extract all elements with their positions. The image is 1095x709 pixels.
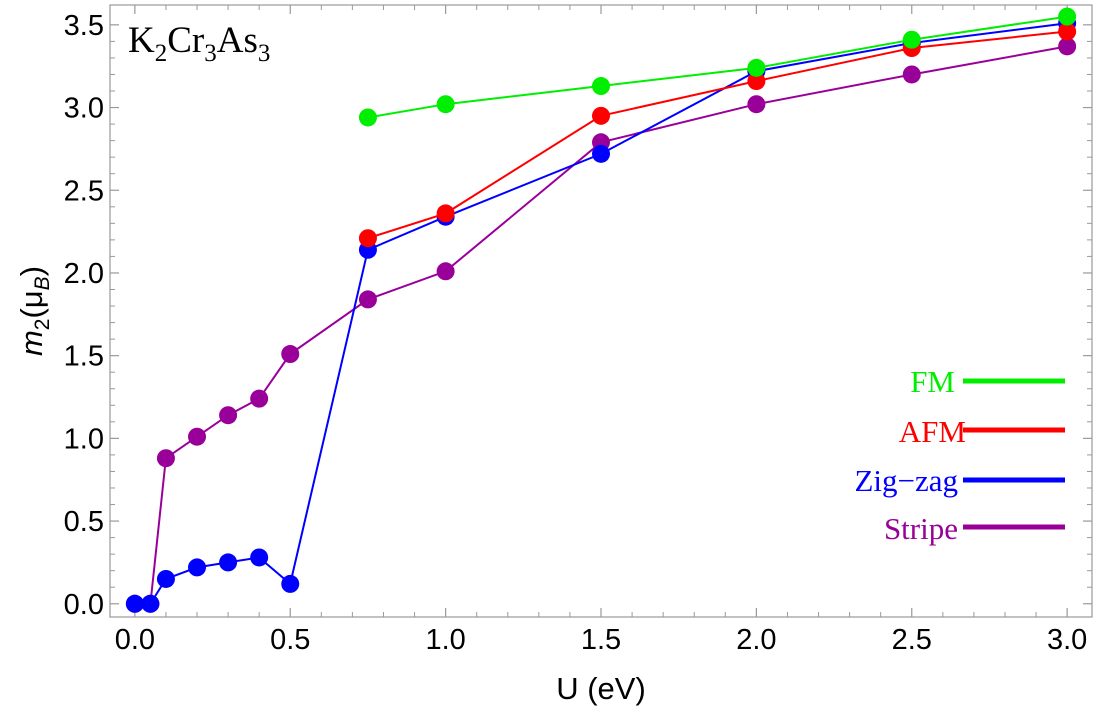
legend: FM AFM Zig−zag Stripe	[854, 364, 1065, 546]
data-point-fm	[592, 77, 610, 96]
y-tick-label: 0.5	[64, 506, 104, 538]
title-k-sub: 2	[155, 40, 168, 67]
data-point-stripe	[902, 65, 921, 84]
data-point-afm	[358, 229, 377, 248]
x-tick-label: 0.0	[115, 624, 155, 656]
title-as: As	[217, 20, 258, 61]
title-cr: Cr	[167, 20, 204, 61]
y-axis-title: m2(μB)	[14, 266, 54, 356]
legend-label-fm: FM	[910, 364, 955, 399]
data-point-zigzag	[141, 594, 160, 613]
legend-item-stripe: Stripe	[884, 511, 1065, 546]
x-tick-label: 2.5	[892, 624, 932, 656]
y-tick-label: 3.5	[64, 10, 104, 42]
x-axis-title: U (eV)	[556, 671, 646, 706]
ylabel-paren-open: (	[14, 308, 49, 319]
data-point-afm	[1058, 22, 1077, 41]
data-point-zigzag	[156, 569, 175, 588]
data-point-afm	[747, 72, 766, 91]
ylabel-m-sub: 2	[31, 319, 54, 331]
data-point-fm	[747, 58, 766, 77]
legend-item-fm: FM	[910, 364, 1065, 399]
ylabel-paren-close: )	[14, 266, 49, 276]
series-layer	[125, 7, 1077, 613]
legend-label-stripe: Stripe	[884, 511, 958, 546]
title-k: K	[128, 20, 155, 61]
data-point-stripe	[281, 345, 300, 364]
ylabel-mu-sub: B	[31, 276, 54, 290]
legend-item-zigzag: Zig−zag	[854, 463, 1065, 498]
series-fm	[358, 7, 1077, 127]
data-point-stripe	[747, 95, 766, 114]
data-point-stripe	[358, 290, 377, 309]
x-tick-label: 1.0	[425, 624, 465, 656]
y-tick-label: 1.5	[64, 341, 104, 373]
data-point-zigzag	[219, 553, 238, 572]
title-as-sub: 3	[258, 40, 271, 67]
ylabel-m: m	[14, 330, 49, 356]
data-point-stripe	[156, 449, 175, 468]
y-tick-label: 3.0	[64, 93, 104, 125]
data-point-zigzag	[281, 574, 300, 593]
data-point-zigzag	[592, 144, 610, 163]
data-point-afm	[592, 106, 610, 125]
data-point-fm	[902, 30, 921, 49]
legend-label-afm: AFM	[899, 414, 966, 449]
data-point-stripe	[1058, 37, 1077, 56]
x-tick-label: 0.5	[270, 624, 310, 656]
series-line-fm	[367, 15, 1068, 119]
ylabel-mu: μ	[14, 290, 49, 308]
legend-item-afm: AFM	[899, 414, 1065, 449]
data-point-stripe	[219, 406, 238, 425]
y-tick-label: 0.0	[64, 589, 104, 621]
legend-label-zigzag: Zig−zag	[854, 463, 958, 498]
x-tick-label: 3.0	[1047, 624, 1087, 656]
chart-title: K2Cr3As3	[128, 20, 270, 67]
data-point-zigzag	[125, 594, 144, 613]
y-tick-label: 2.0	[64, 258, 104, 290]
y-tick-label: 2.5	[64, 175, 104, 207]
y-tick-label: 1.0	[64, 423, 104, 455]
data-point-fm	[436, 95, 455, 114]
data-point-fm	[358, 108, 377, 127]
series-line-afm	[367, 30, 1068, 240]
data-point-stripe	[250, 389, 269, 408]
x-tick-label: 2.0	[736, 624, 776, 656]
x-tick-label: 1.5	[581, 624, 621, 656]
data-point-zigzag	[250, 548, 269, 567]
series-afm	[358, 22, 1077, 248]
axis-ticks: 0.0 0.5 1.0 1.5 2.0 2.5 3.0 0.0 0.5 1.0 1.5 2.0 2.5 3…	[64, 5, 1092, 656]
data-point-fm	[1058, 7, 1077, 26]
data-point-zigzag	[188, 558, 207, 577]
data-point-stripe	[188, 427, 207, 446]
data-point-stripe	[436, 262, 455, 281]
title-cr-sub: 3	[204, 40, 217, 67]
data-point-afm	[436, 204, 455, 223]
